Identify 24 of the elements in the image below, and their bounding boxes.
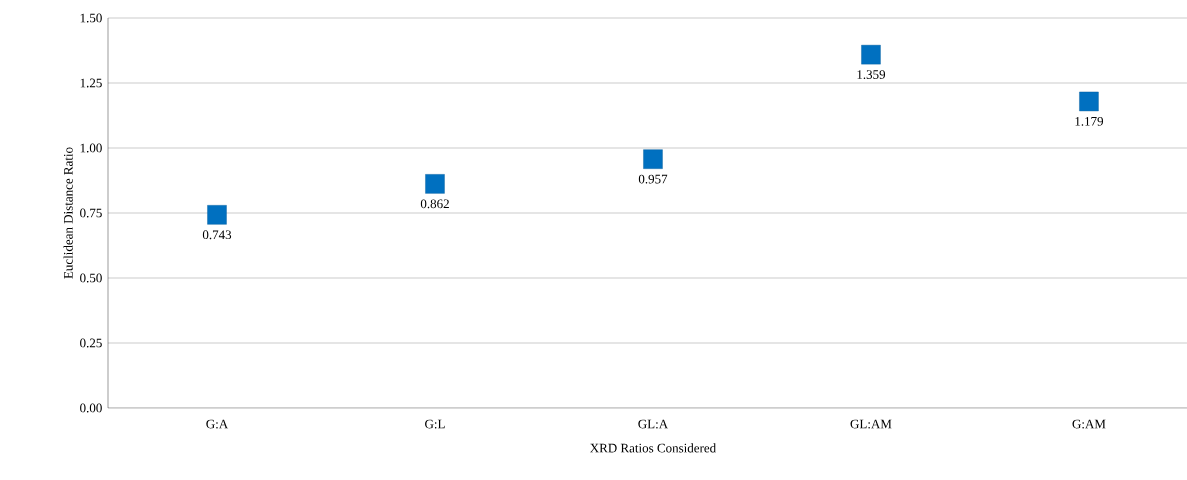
y-tick-label: 0.00 [80,403,102,413]
y-tick-label: 0.50 [80,273,102,283]
point [1079,91,1099,112]
x-tick-label: G:AM [1072,419,1106,429]
point [207,205,227,225]
x-tick-label: G:A [206,419,229,429]
data-label: 0.957 [638,174,668,184]
y-tick-label: 1.50 [80,13,102,23]
point [861,44,881,65]
y-tick-label: 1.25 [80,78,102,88]
point [425,174,445,194]
y-tick-label: 1.00 [80,143,102,153]
data-label: 1.359 [857,70,886,79]
y-tick-label: 0.75 [80,208,102,218]
x-tick-label: GL:AM [850,419,892,429]
data-label: 1.179 [1075,116,1104,126]
x-tick-label: G:L [425,419,445,429]
y-axis-title: Euclidean Distance Ratio [63,147,73,279]
x-axis-title: XRD Ratios Considered [590,443,716,453]
x-tick-label: GL:A [638,419,669,429]
point [643,149,663,169]
data-label: 0.743 [202,230,232,240]
data-label: 0.862 [420,199,449,209]
y-tick-label: 0.25 [80,338,102,348]
